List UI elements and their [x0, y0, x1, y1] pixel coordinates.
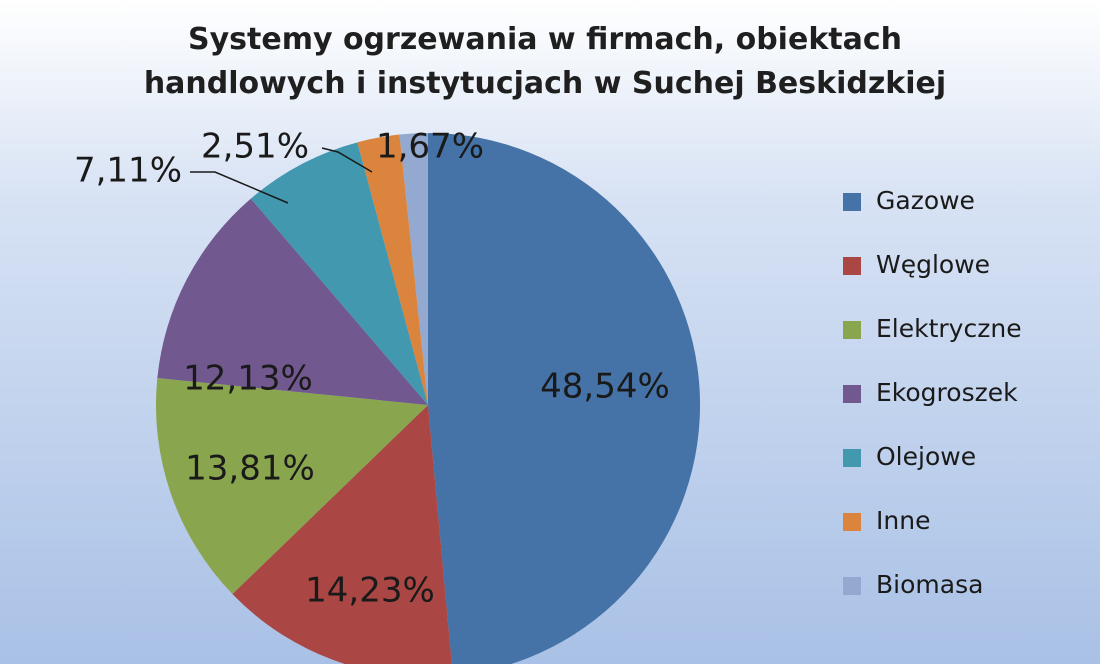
pie-slice-biomasa: [399, 133, 428, 405]
slice-label-gazowe: 48,54%: [540, 367, 670, 407]
legend-label-elektryczne: Elektryczne: [876, 314, 1022, 343]
pie-slice-inne: [357, 134, 428, 405]
legend-swatch-inne: [843, 513, 861, 531]
legend-swatch-węglowe: [843, 257, 861, 275]
legend-label-olejowe: Olejowe: [876, 442, 976, 471]
legend-label-inne: Inne: [876, 506, 930, 535]
legend-swatch-gazowe: [843, 193, 861, 211]
slice-labels: 48,54% 14,23% 13,81% 12,13% 7,11% 2,51% 1,67%: [74, 127, 670, 611]
slice-label-olejowe: 7,11%: [74, 151, 182, 191]
slice-label-elektryczne: 13,81%: [185, 449, 315, 489]
legend-swatch-olejowe: [843, 449, 861, 467]
slice-label-inne: 2,51%: [201, 127, 309, 167]
leader-lines: [190, 147, 373, 204]
slice-label-węglowe: 14,23%: [305, 571, 435, 611]
legend-label-ekogroszek: Ekogroszek: [876, 378, 1018, 407]
legend: Gazowe Węglowe Elektryczne Ekogroszek Olejow…: [843, 186, 1022, 599]
pie-slice-gazowe: [428, 133, 700, 664]
slice-label-biomasa: 1,67%: [376, 127, 484, 167]
pie-slice-węglowe: [232, 405, 452, 664]
pie-slice-olejowe: [250, 142, 428, 405]
legend-swatch-biomasa: [843, 577, 861, 595]
pie-slice-ekogroszek: [157, 198, 428, 405]
legend-label-gazowe: Gazowe: [876, 186, 975, 215]
leader-line-olejowe: [190, 171, 289, 204]
slice-label-ekogroszek: 12,13%: [183, 359, 313, 399]
legend-swatch-elektryczne: [843, 321, 861, 339]
pie-slices: [156, 133, 700, 664]
legend-swatch-ekogroszek: [843, 385, 861, 403]
chart-title-line-2: handlowych i instytucjach w Suchej Beski…: [143, 66, 947, 101]
chart-title-line-1: Systemy ogrzewania w firmach, obiektach: [187, 22, 902, 57]
pie-slice-elektryczne: [156, 378, 428, 595]
chart-title: Systemy ogrzewania w firmach, obiektach …: [0, 18, 1090, 106]
legend-label-węglowe: Węglowe: [876, 250, 990, 279]
legend-label-biomasa: Biomasa: [876, 570, 983, 599]
leader-line-inne: [321, 147, 373, 173]
